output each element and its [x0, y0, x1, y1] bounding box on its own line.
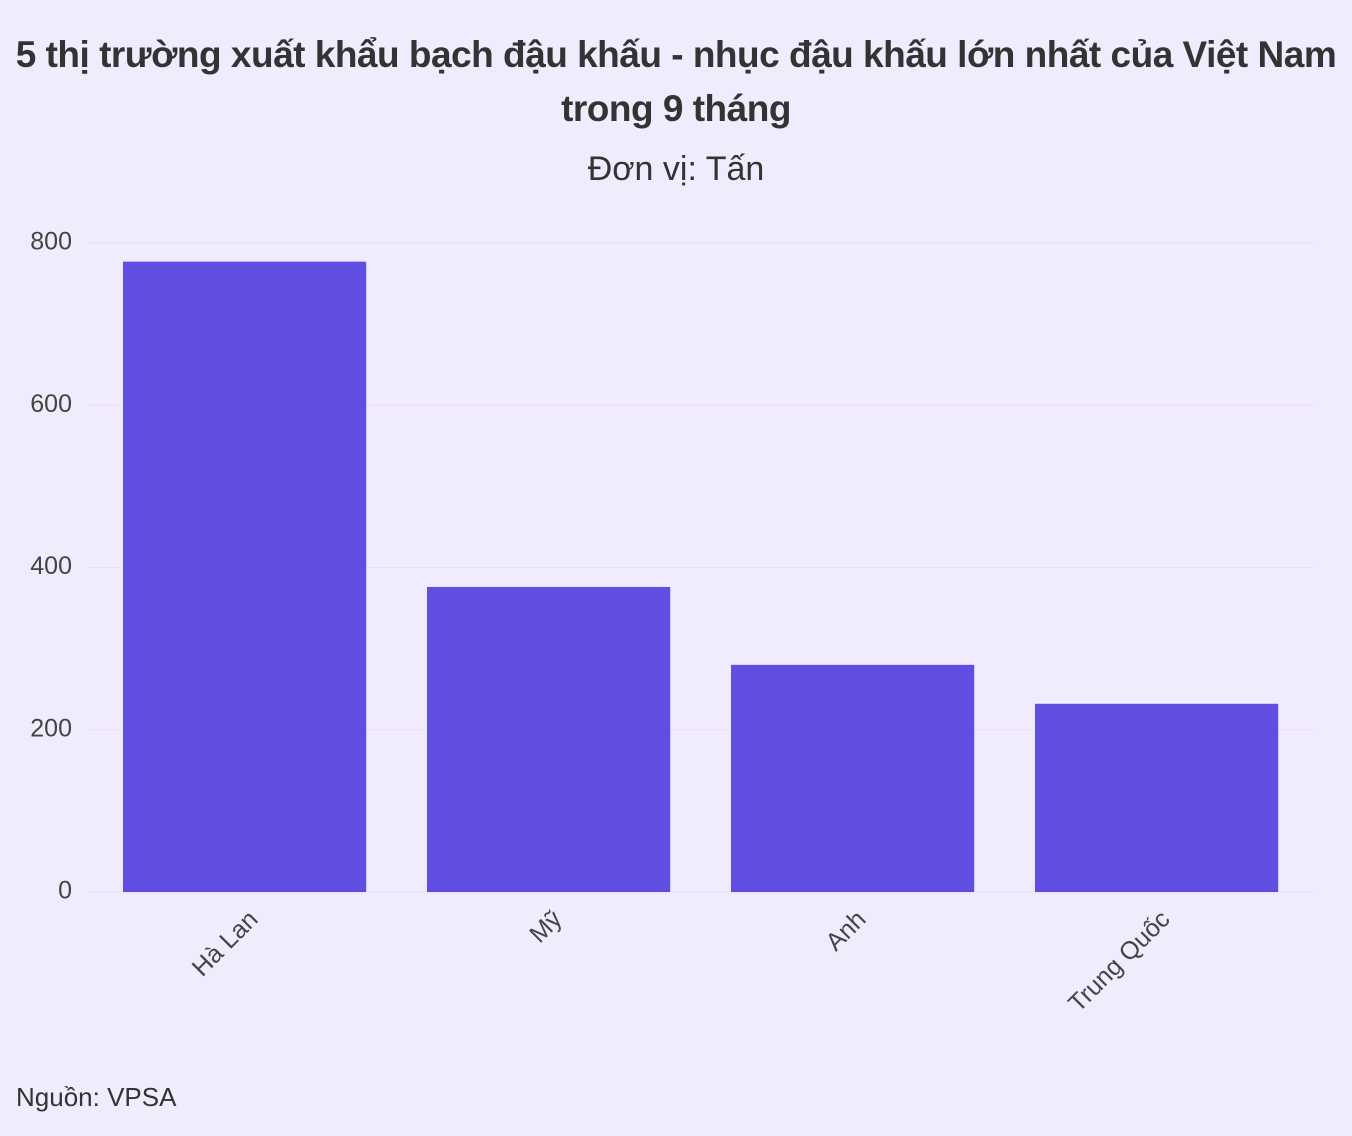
- y-tick-label: 800: [30, 228, 72, 256]
- x-tick-label: Hà Lan: [187, 905, 264, 982]
- y-tick-label: 600: [30, 390, 72, 418]
- x-tick-label: Trung Quốc: [1063, 905, 1175, 1017]
- bar: [427, 586, 671, 892]
- chart-subtitle: Đơn vị: Tấn: [587, 150, 765, 188]
- y-tick-label: 400: [30, 552, 72, 580]
- source-note: Nguồn: VPSA: [16, 1082, 177, 1112]
- bar: [123, 261, 367, 892]
- y-tick-label: 200: [30, 714, 72, 742]
- y-tick-label: 0: [58, 877, 72, 905]
- bar: [731, 664, 975, 892]
- chart-title: 5 thị trường xuất khẩu bạch đậu khấu - n…: [15, 34, 1337, 129]
- x-tick-label: Anh: [820, 905, 871, 956]
- bar: [1035, 703, 1279, 892]
- x-tick-label: Mỹ: [524, 905, 568, 949]
